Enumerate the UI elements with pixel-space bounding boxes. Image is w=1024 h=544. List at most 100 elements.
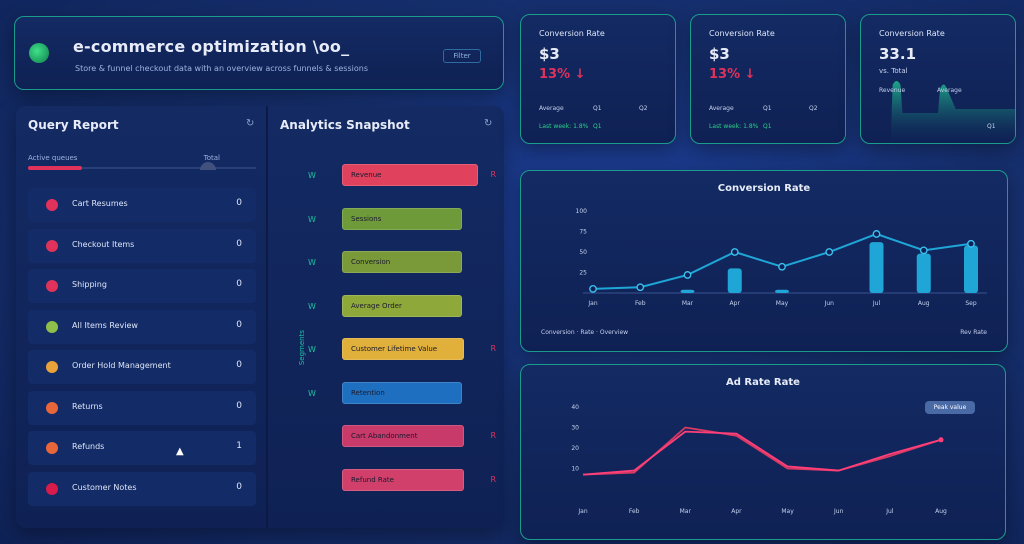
ad-rate-chart[interactable]: 10 20 30 40 Jan Feb Mar Apr May Jun Jul Aug xyxy=(521,365,1007,541)
rate-point xyxy=(636,283,645,292)
status-dot-icon xyxy=(46,482,58,495)
queue-name: Shipping xyxy=(72,280,107,289)
status-dot-icon xyxy=(46,280,58,292)
kpi-label: Q2 xyxy=(809,105,818,112)
bar-marker: R xyxy=(490,474,496,484)
queue-count: 1 xyxy=(236,441,242,451)
x-tick-label: Aug xyxy=(918,300,930,307)
bar-tick: W xyxy=(308,388,316,398)
analysis-bar-row[interactable]: W Retention xyxy=(288,381,498,406)
x-tick-label: Mar xyxy=(680,508,692,515)
analysis-bar-row[interactable]: W Average Order xyxy=(288,294,498,319)
kpi-card[interactable]: Conversion Rate $3 13% ↓ Average Q1 Q2 L… xyxy=(520,14,676,144)
x-tick-label: Mar xyxy=(682,300,694,307)
rate-line xyxy=(592,232,972,290)
kpi-label: Q2 xyxy=(639,105,648,112)
queue-count: 0 xyxy=(236,238,242,249)
tab-total[interactable]: Total xyxy=(203,154,220,162)
tab-knob[interactable] xyxy=(200,162,216,170)
status-dot-icon xyxy=(46,199,58,211)
column-divider xyxy=(266,106,268,528)
kpi-footnote: Last week: 1.8% xyxy=(709,123,759,130)
kpi-label: Average xyxy=(937,87,962,94)
queue-row[interactable]: All Items Review 0 xyxy=(28,309,256,344)
rate-point xyxy=(589,285,597,293)
analysis-bar[interactable]: Refund Rate xyxy=(342,468,465,491)
analysis-bar-row[interactable]: Cart Abandonment R xyxy=(288,425,498,449)
analysis-bar[interactable]: Average Order xyxy=(342,294,462,317)
queue-row[interactable]: Customer Notes 0 xyxy=(28,471,256,506)
mouse-cursor-icon: ▲ xyxy=(176,446,184,457)
left-panel: Query Report ↻ Analytics Snapshot ↻ Acti… xyxy=(16,106,504,528)
kpi-subtitle: vs. Total xyxy=(879,67,908,75)
bar-label: Sessions xyxy=(351,214,382,223)
chart-footnote: Conversion · Rate · Overview xyxy=(541,329,629,336)
analysis-bar-row[interactable]: W Revenue R xyxy=(288,164,498,188)
x-tick-label: Jun xyxy=(833,508,844,515)
bar-marker: R xyxy=(490,170,496,179)
queue-name: Refunds xyxy=(72,442,105,451)
kpi-footnote: Q1 xyxy=(987,123,996,130)
rate-point xyxy=(919,246,928,255)
kpi-delta: 13% ↓ xyxy=(709,67,756,82)
bar-tick: W xyxy=(308,171,316,180)
refresh-icon[interactable]: ↻ xyxy=(484,118,493,129)
volume-bar xyxy=(916,253,931,293)
x-tick-label: Aug xyxy=(935,508,947,515)
x-tick-label: Feb xyxy=(635,300,646,307)
bar-tick: W xyxy=(308,345,316,354)
bar-marker: R xyxy=(490,431,496,440)
x-tick-label: Jan xyxy=(577,508,587,515)
analysis-bar-row[interactable]: Refund Rate R xyxy=(288,468,498,493)
queue-row[interactable]: Cart Resumes 0 xyxy=(28,188,256,222)
x-tick-label: May xyxy=(781,508,794,515)
x-tick-label: Feb xyxy=(629,508,640,515)
y-tick-label: 10 xyxy=(571,466,579,473)
y-tick-label: 100 xyxy=(576,208,588,215)
chart-footnote: Rev Rate xyxy=(960,329,987,336)
queue-row[interactable]: Checkout Items 0 xyxy=(28,228,256,263)
filter-button[interactable]: Filter xyxy=(443,49,481,63)
chart-title: Conversion Rate xyxy=(717,183,811,194)
bar-label: Retention xyxy=(351,388,385,397)
kpi-title: Conversion Rate xyxy=(709,29,775,38)
queue-count: 0 xyxy=(236,198,242,208)
bar-marker: R xyxy=(490,344,496,353)
analysis-bar-row[interactable]: W Customer Lifetime Value R xyxy=(288,338,498,362)
volume-bar xyxy=(680,289,695,293)
queue-name: Checkout Items xyxy=(72,239,135,249)
queue-row[interactable]: Returns 0 xyxy=(28,390,256,425)
queue-tabbar[interactable]: Active queues Total xyxy=(28,150,256,172)
analysis-bar[interactable]: Retention xyxy=(342,381,462,404)
queue-row[interactable]: Order Hold Management 0 xyxy=(28,350,256,384)
y-tick-label: 30 xyxy=(571,425,579,432)
queue-row[interactable]: Shipping 0 xyxy=(28,269,256,303)
queue-report-title: Query Report xyxy=(28,118,119,132)
tab-active-queues[interactable]: Active queues xyxy=(28,154,78,162)
conversion-chart[interactable]: 25 50 75 100 Jan Feb Mar Apr May Jun Jul Aug Sep xyxy=(521,171,1009,353)
status-dot-icon xyxy=(46,239,58,252)
queue-name: All Items Review xyxy=(72,320,138,330)
status-dot-icon xyxy=(46,401,58,414)
queue-name: Order Hold Management xyxy=(72,361,171,370)
kpi-card[interactable]: Conversion Rate 33.1 vs. Total Revenue A… xyxy=(860,14,1016,144)
analysis-bar-row[interactable]: W Conversion xyxy=(288,251,498,275)
queue-count: 0 xyxy=(236,360,242,370)
analysis-title: Analytics Snapshot xyxy=(280,118,410,132)
kpi-card[interactable]: Conversion Rate $3 13% ↓ Average Q1 Q2 L… xyxy=(690,14,846,144)
analysis-bar[interactable]: Cart Abandonment xyxy=(342,425,465,447)
queue-count: 0 xyxy=(236,319,242,330)
kpi-footnote: Q1 xyxy=(593,123,602,130)
kpi-title: Conversion Rate xyxy=(539,29,605,38)
kpi-footnote: Q1 xyxy=(763,123,772,130)
analysis-bar[interactable]: Sessions xyxy=(342,207,462,230)
analysis-bar[interactable]: Revenue xyxy=(342,164,478,186)
queue-row[interactable]: Refunds 1 xyxy=(28,431,256,465)
kpi-value: 33.1 xyxy=(879,45,917,63)
analysis-bar-row[interactable]: W Sessions xyxy=(288,207,498,232)
queue-count: 0 xyxy=(236,279,242,289)
analysis-bar[interactable]: Conversion xyxy=(342,251,462,273)
queue-name: Customer Notes xyxy=(72,482,137,492)
analysis-bar[interactable]: Customer Lifetime Value xyxy=(342,338,465,360)
refresh-icon[interactable]: ↻ xyxy=(246,118,255,129)
